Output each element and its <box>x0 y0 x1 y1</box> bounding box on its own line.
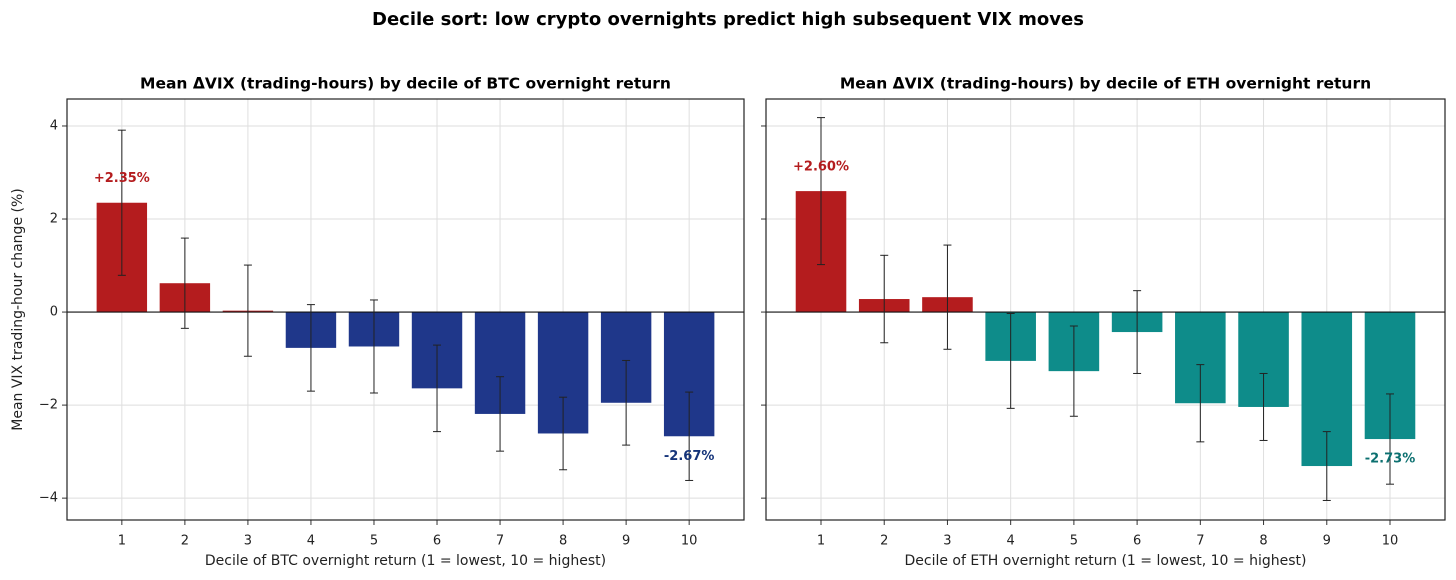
x-tick-label: 8 <box>1259 534 1267 549</box>
y-tick-label: 0 <box>50 305 58 320</box>
value-label: -2.67% <box>664 449 715 464</box>
error-bar <box>433 344 442 433</box>
error-bar <box>943 244 952 350</box>
x-tick-label: 7 <box>1196 534 1204 549</box>
value-label: +2.35% <box>94 171 150 186</box>
subplot-title: Mean ΔVIX (trading-hours) by decile of E… <box>840 75 1371 93</box>
plot-frame <box>66 98 745 521</box>
x-axis-label: Decile of ETH overnight return (1 = lowe… <box>905 553 1307 569</box>
error-bar <box>1006 312 1015 409</box>
error-bar <box>1133 290 1142 374</box>
error-bar <box>306 304 315 392</box>
x-tick-label: 10 <box>1382 534 1399 549</box>
y-axis-label: Mean VIX trading-hour change (%) <box>10 188 26 430</box>
error-bar <box>817 117 826 266</box>
error-bar <box>243 264 252 357</box>
error-bar <box>1196 364 1205 443</box>
x-tick-label: 9 <box>1323 534 1331 549</box>
x-tick-label: 2 <box>880 534 888 549</box>
x-tick-label: 10 <box>681 534 698 549</box>
error-bar <box>180 237 189 329</box>
error-bar <box>1322 431 1331 501</box>
error-bar <box>685 391 694 481</box>
x-tick-label: 1 <box>817 534 825 549</box>
subplot-title: Mean ΔVIX (trading-hours) by decile of B… <box>140 75 671 93</box>
x-tick-label: 2 <box>181 534 189 549</box>
y-tick-label: −2 <box>39 398 58 413</box>
x-tick-label: 4 <box>307 534 315 549</box>
x-tick-label: 9 <box>622 534 630 549</box>
error-bar <box>1259 372 1268 441</box>
error-bar <box>880 254 889 344</box>
x-tick-label: 7 <box>496 534 504 549</box>
x-tick-label: 3 <box>244 534 252 549</box>
y-tick-label: 2 <box>50 212 58 227</box>
x-tick-label: 8 <box>559 534 567 549</box>
error-bar <box>622 359 631 446</box>
y-tick-label: 4 <box>50 118 58 133</box>
x-tick-label: 4 <box>1007 534 1015 549</box>
x-tick-label: 3 <box>943 534 951 549</box>
error-bar <box>369 299 378 394</box>
x-tick-label: 5 <box>1070 534 1078 549</box>
error-bar <box>1069 325 1078 417</box>
plot-frame <box>765 98 1446 521</box>
x-tick-label: 6 <box>1133 534 1141 549</box>
error-bar <box>559 396 568 471</box>
value-label: +2.60% <box>793 160 849 175</box>
figure-title: Decile sort: low crypto overnights predi… <box>372 9 1084 30</box>
error-bar <box>496 376 505 452</box>
x-tick-label: 6 <box>433 534 441 549</box>
error-bar <box>117 129 126 276</box>
y-tick-label: −4 <box>39 491 58 506</box>
value-label: -2.73% <box>1365 452 1416 467</box>
error-bar <box>1385 393 1394 485</box>
x-axis-label: Decile of BTC overnight return (1 = lowe… <box>205 553 606 569</box>
x-tick-label: 5 <box>370 534 378 549</box>
x-tick-label: 1 <box>118 534 126 549</box>
